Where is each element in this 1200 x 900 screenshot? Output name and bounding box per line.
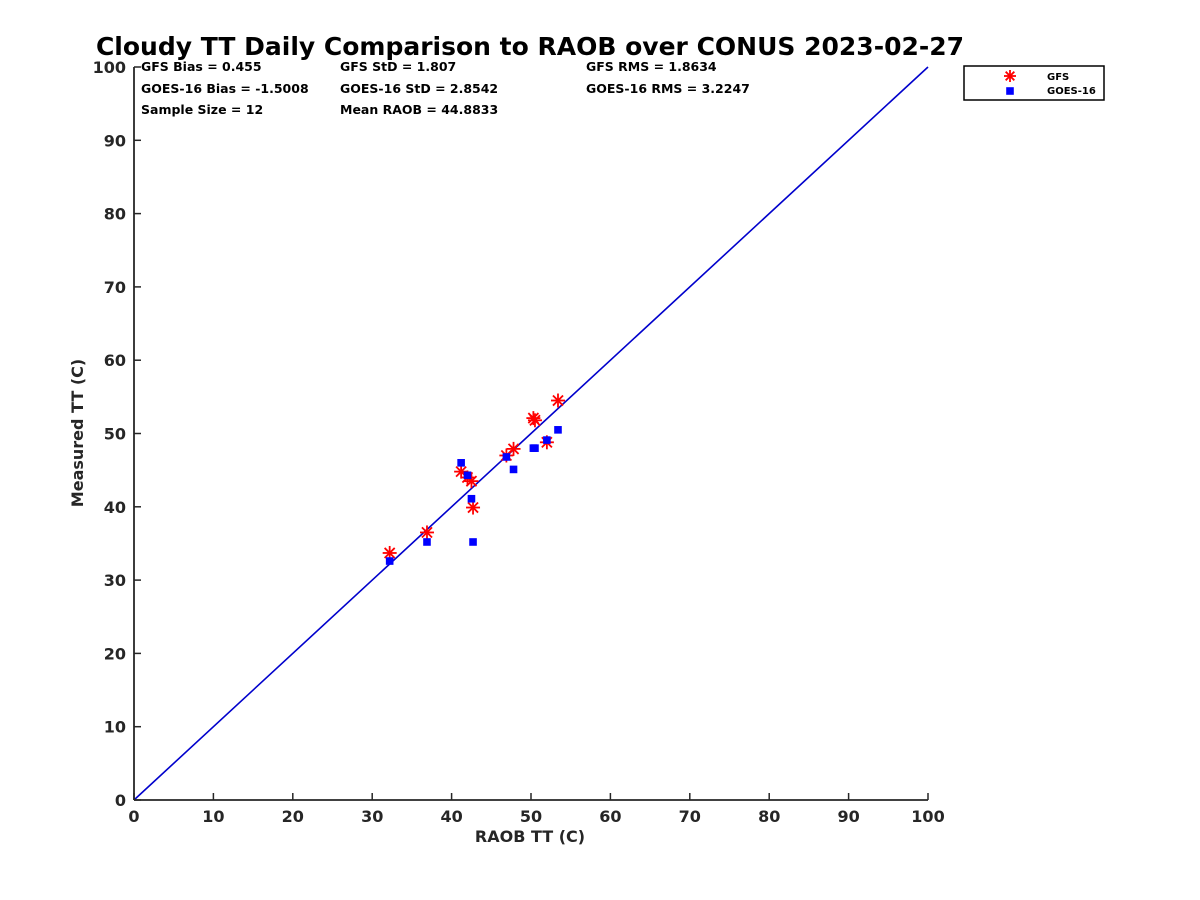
y-tick-label-40: 40 — [104, 498, 126, 517]
statistics-annotations: GFS Bias = 0.455 GFS StD = 1.807 GFS RMS =… — [141, 59, 750, 117]
goes-16-point-4 — [467, 494, 476, 503]
stat-r2-c1: Mean RAOB = 44.8833 — [340, 102, 498, 117]
legend-label-gfs: GFS — [1047, 72, 1069, 83]
plot-area: 0 10 20 30 40 50 60 70 80 90 100 0 10 20 30 40 50 60 70 80 9… — [93, 58, 945, 826]
goes-16-point-6 — [502, 453, 511, 461]
goes-16-point-7 — [509, 465, 518, 474]
goes-16-point-9 — [531, 444, 539, 452]
stat-r0-c0: GFS Bias = 0.455 — [141, 59, 262, 74]
legend-box — [963, 65, 1105, 101]
legend: GFS GOES-16 — [963, 65, 1105, 101]
y-tick-label-80: 80 — [104, 205, 126, 224]
x-tick-label-80: 80 — [758, 807, 780, 826]
x-tick-label-20: 20 — [282, 807, 304, 826]
gfs-point-9 — [527, 413, 542, 428]
goes-16-point-5 — [469, 538, 477, 546]
gfs-point-11 — [550, 393, 565, 408]
goes-16-point-10 — [543, 436, 551, 444]
legend-marker-goes-16 — [1006, 87, 1014, 95]
y-tick-label-90: 90 — [104, 131, 126, 150]
legend-items: GFS GOES-16 — [1004, 70, 1096, 97]
y-tick-label-0: 0 — [115, 791, 126, 810]
legend-label-goes-16: GOES-16 — [1047, 86, 1096, 97]
x-tick-label-70: 70 — [679, 807, 701, 826]
reference-line-layer — [133, 66, 929, 801]
y-tick-label-70: 70 — [104, 278, 126, 297]
stat-r1-c2: GOES-16 RMS = 3.2247 — [586, 81, 750, 96]
gfs-point-7 — [506, 441, 521, 456]
y-tick-label-60: 60 — [104, 351, 126, 370]
stat-r2-c0: Sample Size = 12 — [141, 102, 263, 117]
x-axis-label: RAOB TT (C) — [475, 827, 585, 846]
data-points-layer — [382, 393, 565, 565]
y-tick-label-20: 20 — [104, 644, 126, 663]
stat-r1-c1: GOES-16 StD = 2.8542 — [340, 81, 498, 96]
goes-16-point-2 — [457, 459, 465, 467]
x-tick-label-100: 100 — [911, 807, 944, 826]
stat-r0-c1: GFS StD = 1.807 — [340, 59, 456, 74]
x-tick-label-90: 90 — [837, 807, 859, 826]
goes-16-point-3 — [463, 471, 472, 480]
gfs-point-5 — [466, 500, 481, 515]
x-tick-label-60: 60 — [599, 807, 621, 826]
x-tick-label-10: 10 — [202, 807, 224, 826]
y-tick-label-30: 30 — [104, 571, 126, 590]
gfs-point-1 — [419, 525, 434, 540]
axes-layer: 0 10 20 30 40 50 60 70 80 90 100 0 10 20 30 40 50 60 70 80 9… — [93, 58, 945, 826]
y-tick-label-100: 100 — [93, 58, 126, 77]
y-axis-label: Measured TT (C) — [68, 359, 87, 507]
y-tick-label-50: 50 — [104, 425, 126, 444]
one-to-one-line — [133, 66, 929, 801]
stat-r0-c2: GFS RMS = 1.8634 — [586, 59, 717, 74]
legend-marker-gfs — [1004, 70, 1016, 82]
x-tick-label-0: 0 — [128, 807, 139, 826]
goes-16-point-11 — [554, 426, 562, 434]
x-tick-label-50: 50 — [520, 807, 542, 826]
stat-r1-c0: GOES-16 Bias = -1.5008 — [141, 81, 309, 96]
x-tick-label-40: 40 — [440, 807, 462, 826]
goes-16-point-0 — [385, 557, 394, 565]
goes-16-point-1 — [423, 538, 431, 546]
x-tick-label-30: 30 — [361, 807, 383, 826]
y-tick-label-10: 10 — [104, 718, 126, 737]
chart-title: Cloudy TT Daily Comparison to RAOB over … — [96, 32, 964, 61]
